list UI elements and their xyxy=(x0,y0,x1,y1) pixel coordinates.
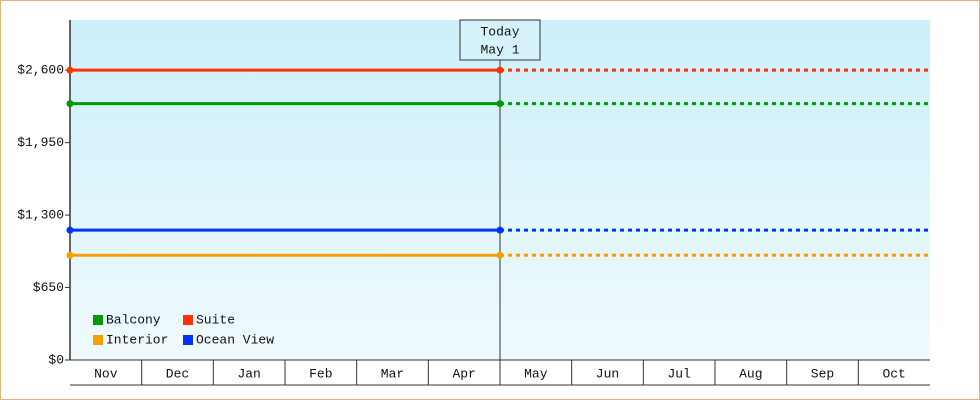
point xyxy=(66,251,74,259)
x-tick-label: Dec xyxy=(166,366,189,381)
point xyxy=(496,251,504,259)
x-tick-label: Sep xyxy=(811,366,834,381)
x-tick-label: Jul xyxy=(667,366,691,381)
legend-swatch xyxy=(183,315,193,325)
today-label: May 1 xyxy=(480,42,519,57)
today-label: Today xyxy=(480,24,519,39)
x-tick-label: Nov xyxy=(94,366,118,381)
x-tick-label: Aug xyxy=(739,366,762,381)
legend-label: Suite xyxy=(196,312,235,327)
legend-label: Interior xyxy=(106,332,168,347)
point xyxy=(66,66,74,74)
point xyxy=(66,100,74,108)
y-tick-label: $650 xyxy=(33,280,64,295)
y-tick-label: $1,950 xyxy=(17,135,64,150)
legend-label: Balcony xyxy=(106,312,161,327)
x-tick-label: May xyxy=(524,366,548,381)
y-tick-label: $2,600 xyxy=(17,63,64,78)
legend-swatch xyxy=(93,335,103,345)
x-tick-label: Jan xyxy=(237,366,260,381)
legend-label: Ocean View xyxy=(196,332,274,347)
x-tick-label: Feb xyxy=(309,366,332,381)
legend-swatch xyxy=(183,335,193,345)
point xyxy=(496,100,504,108)
x-tick-label: Jun xyxy=(596,366,619,381)
point xyxy=(496,66,504,74)
legend-swatch xyxy=(93,315,103,325)
point xyxy=(66,226,74,234)
point xyxy=(496,226,504,234)
x-tick-label: Apr xyxy=(452,366,475,381)
today-box xyxy=(459,19,541,61)
x-tick-label: Oct xyxy=(882,366,905,381)
y-tick-label: $0 xyxy=(48,352,64,367)
y-tick-label: $1,300 xyxy=(17,208,64,223)
x-tick-label: Mar xyxy=(381,366,404,381)
